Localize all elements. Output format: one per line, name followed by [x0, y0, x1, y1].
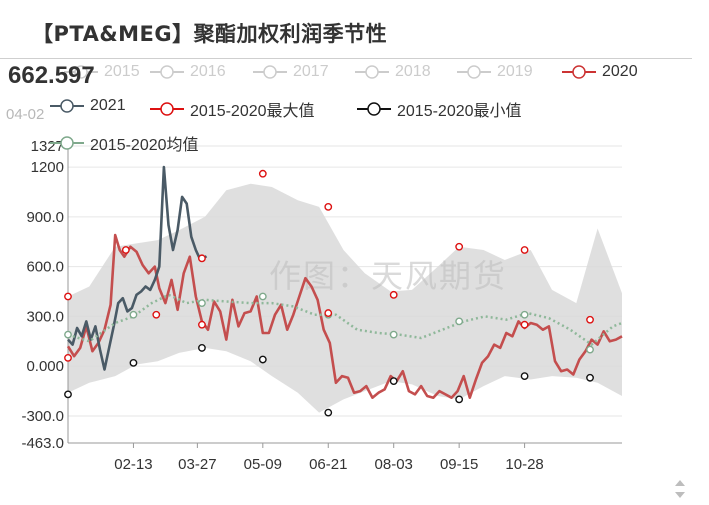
max-marker	[64, 353, 72, 362]
scroll-arrows-icon	[675, 480, 685, 498]
x-tick-label: 09-15	[440, 456, 478, 473]
legend-item-mean[interactable]: 2015-2020均值	[50, 131, 199, 155]
max-marker	[64, 292, 72, 301]
max-marker	[121, 246, 130, 254]
max-marker	[198, 320, 206, 329]
mean-marker	[586, 345, 594, 354]
legend-item-2019[interactable]: 2019	[457, 63, 533, 81]
max-marker	[152, 310, 161, 319]
min-marker	[258, 355, 267, 364]
legend-marker-icon	[357, 102, 391, 116]
min-marker	[324, 408, 333, 417]
mean-marker	[520, 310, 529, 319]
min-marker	[198, 344, 206, 352]
legend-item-2015[interactable]: 2015	[64, 63, 140, 81]
max-marker	[455, 242, 464, 251]
min-marker	[389, 377, 398, 386]
legend-marker-icon	[150, 65, 184, 79]
tooltip-value: 662.597	[8, 62, 95, 89]
x-tick-label: 10-28	[505, 456, 543, 473]
mean-marker	[455, 317, 464, 326]
legend-label: 2018	[395, 63, 431, 80]
legend-scroll-control[interactable]	[670, 478, 690, 500]
y-tick-label: 900.0	[26, 209, 64, 226]
y-tick-label: 0.000	[26, 358, 64, 375]
legend-marker-icon	[355, 65, 389, 79]
mean-marker	[198, 299, 206, 308]
min-marker	[520, 372, 529, 381]
legend-item-min[interactable]: 2015-2020最小值	[357, 97, 522, 121]
legend-item-2017[interactable]: 2017	[253, 63, 329, 81]
mean-marker	[258, 292, 267, 301]
mean-marker	[129, 310, 138, 319]
legend-label: 2015	[104, 63, 140, 80]
legend-item-2016[interactable]: 2016	[150, 63, 226, 81]
min-marker	[455, 395, 464, 404]
y-tick-label: 600.0	[26, 259, 64, 276]
legend-label: 2021	[90, 97, 126, 114]
min-marker	[129, 358, 138, 367]
max-marker	[324, 202, 333, 211]
legend-label: 2015-2020均值	[90, 137, 199, 154]
min-marker	[586, 373, 594, 382]
max-marker	[520, 246, 529, 254]
x-tick-label: 05-09	[244, 456, 282, 473]
legend-item-2018[interactable]: 2018	[355, 63, 431, 81]
legend-marker-icon	[457, 65, 491, 79]
min-marker	[64, 390, 72, 399]
y-tick-label: 300.0	[26, 308, 64, 325]
watermark: 作图：天风期货	[269, 257, 507, 295]
max-marker	[198, 254, 206, 263]
series-line-2021	[67, 165, 208, 371]
legend-label: 2019	[497, 63, 533, 80]
legend-label: 2016	[190, 63, 226, 80]
max-marker	[258, 169, 267, 178]
legend-label: 2015-2020最大值	[190, 103, 315, 120]
y-tick-label: -463.0	[21, 435, 64, 452]
x-tick-label: 03-27	[178, 456, 216, 473]
legend-marker-icon	[253, 65, 287, 79]
chart-legend: 2015 2016 2017 2018 2019 2020 2021 2015-…	[0, 0, 709, 160]
legend-item-2020[interactable]: 2020	[562, 63, 638, 81]
chart-title: 【PTA&MEG】聚酯加权利润季节性	[32, 22, 388, 46]
max-marker	[586, 315, 594, 324]
series-line-2015-2020均值	[67, 293, 623, 346]
legend-marker-icon	[64, 65, 98, 79]
legend-label: 2015-2020最小值	[397, 103, 522, 120]
y-tick-label: -300.0	[21, 408, 64, 425]
title-divider	[0, 58, 692, 59]
tooltip-date: 04-02	[6, 106, 45, 123]
legend-label: 2017	[293, 63, 329, 80]
legend-marker-icon	[50, 136, 84, 150]
legend-item-max[interactable]: 2015-2020最大值	[150, 97, 315, 121]
x-tick-label: 02-13	[114, 456, 152, 473]
mean-marker	[64, 330, 72, 339]
max-marker	[389, 290, 398, 299]
mean-marker	[389, 330, 398, 339]
legend-label: 2020	[602, 63, 638, 80]
max-marker	[324, 309, 333, 317]
legend-item-2021[interactable]: 2021	[50, 97, 126, 115]
legend-marker-icon	[50, 99, 84, 113]
legend-marker-icon	[562, 65, 596, 79]
max-marker	[520, 320, 529, 329]
range-band	[68, 183, 622, 413]
x-tick-label: 06-21	[309, 456, 347, 473]
y-tick-label: 1200	[31, 159, 64, 176]
legend-marker-icon	[150, 102, 184, 116]
x-tick-label: 08-03	[375, 456, 413, 473]
